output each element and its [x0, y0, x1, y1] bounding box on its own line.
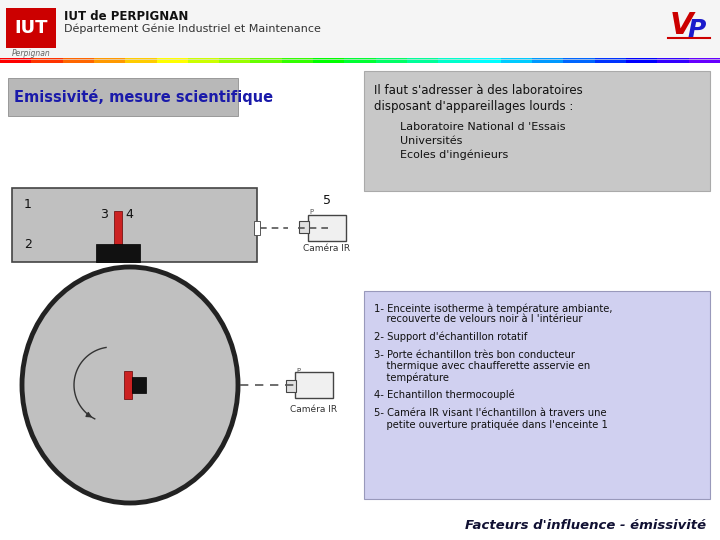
FancyBboxPatch shape	[407, 58, 438, 63]
Text: 3: 3	[100, 208, 108, 221]
Text: IUT de PERPIGNAN: IUT de PERPIGNAN	[64, 10, 189, 23]
FancyBboxPatch shape	[657, 58, 689, 63]
Text: 5: 5	[323, 193, 331, 206]
FancyBboxPatch shape	[96, 244, 140, 262]
Ellipse shape	[22, 267, 238, 503]
FancyBboxPatch shape	[8, 78, 238, 116]
Text: Il faut s'adresser à des laboratoires: Il faut s'adresser à des laboratoires	[374, 84, 582, 97]
Text: 1: 1	[24, 199, 32, 212]
Text: Caméra IR: Caméra IR	[303, 244, 351, 253]
FancyBboxPatch shape	[532, 58, 564, 63]
Text: Ecoles d'ingénieurs: Ecoles d'ingénieurs	[400, 150, 508, 160]
FancyBboxPatch shape	[438, 58, 470, 63]
FancyBboxPatch shape	[595, 58, 626, 63]
Text: V: V	[670, 10, 693, 39]
FancyBboxPatch shape	[469, 58, 501, 63]
Text: Département Génie Industriel et Maintenance: Département Génie Industriel et Maintena…	[64, 24, 321, 34]
Text: IUT: IUT	[14, 19, 48, 37]
Text: disposant d'appareillages lourds :: disposant d'appareillages lourds :	[374, 100, 573, 113]
FancyBboxPatch shape	[0, 58, 32, 63]
FancyBboxPatch shape	[124, 371, 132, 399]
Text: 4: 4	[125, 208, 133, 221]
FancyBboxPatch shape	[188, 58, 220, 63]
FancyBboxPatch shape	[626, 58, 658, 63]
Text: 2: 2	[24, 239, 32, 252]
FancyBboxPatch shape	[286, 380, 296, 392]
FancyBboxPatch shape	[376, 58, 408, 63]
FancyBboxPatch shape	[313, 58, 345, 63]
FancyBboxPatch shape	[689, 58, 720, 63]
Text: Perpignan: Perpignan	[12, 49, 50, 57]
FancyBboxPatch shape	[63, 58, 94, 63]
Text: recouverte de velours noir à l 'intérieur: recouverte de velours noir à l 'intérieu…	[374, 314, 582, 325]
Text: 4- Echantillon thermocouplé: 4- Echantillon thermocouplé	[374, 390, 515, 401]
FancyBboxPatch shape	[344, 58, 376, 63]
Text: température: température	[374, 373, 449, 383]
FancyBboxPatch shape	[31, 58, 63, 63]
Text: P: P	[309, 209, 313, 215]
FancyBboxPatch shape	[308, 215, 346, 241]
FancyBboxPatch shape	[254, 221, 260, 235]
FancyBboxPatch shape	[251, 58, 282, 63]
Text: 5- Caméra IR visant l'échantillon à travers une: 5- Caméra IR visant l'échantillon à trav…	[374, 408, 607, 417]
Text: 1- Enceinte isotherme à température ambiante,: 1- Enceinte isotherme à température ambi…	[374, 303, 613, 314]
FancyBboxPatch shape	[6, 8, 56, 48]
FancyBboxPatch shape	[364, 291, 710, 499]
Text: 2- Support d'échantillon rotatif: 2- Support d'échantillon rotatif	[374, 332, 527, 342]
FancyBboxPatch shape	[132, 377, 146, 393]
Text: thermique avec chaufferette asservie en: thermique avec chaufferette asservie en	[374, 361, 590, 371]
FancyBboxPatch shape	[299, 221, 309, 233]
FancyBboxPatch shape	[156, 58, 189, 63]
FancyBboxPatch shape	[295, 372, 333, 398]
Text: P: P	[296, 368, 300, 374]
FancyBboxPatch shape	[282, 58, 313, 63]
FancyBboxPatch shape	[12, 188, 257, 262]
Text: Facteurs d'influence - émissivité: Facteurs d'influence - émissivité	[465, 519, 706, 532]
FancyBboxPatch shape	[564, 58, 595, 63]
Text: Laboratoire National d 'Essais: Laboratoire National d 'Essais	[400, 122, 565, 132]
Text: Emissivité, mesure scientifique: Emissivité, mesure scientifique	[14, 89, 273, 105]
FancyBboxPatch shape	[219, 58, 251, 63]
FancyBboxPatch shape	[94, 58, 126, 63]
FancyBboxPatch shape	[125, 58, 157, 63]
FancyBboxPatch shape	[501, 58, 533, 63]
FancyBboxPatch shape	[364, 71, 710, 191]
FancyBboxPatch shape	[0, 0, 720, 58]
FancyBboxPatch shape	[114, 211, 122, 245]
Text: petite ouverture pratiquée dans l'enceinte 1: petite ouverture pratiquée dans l'encein…	[374, 419, 608, 429]
Text: Universités: Universités	[400, 136, 462, 146]
Text: P: P	[688, 18, 706, 42]
Text: Caméra IR: Caméra IR	[290, 405, 338, 414]
Text: 3- Porte échantillon très bon conducteur: 3- Porte échantillon très bon conducteur	[374, 349, 575, 360]
